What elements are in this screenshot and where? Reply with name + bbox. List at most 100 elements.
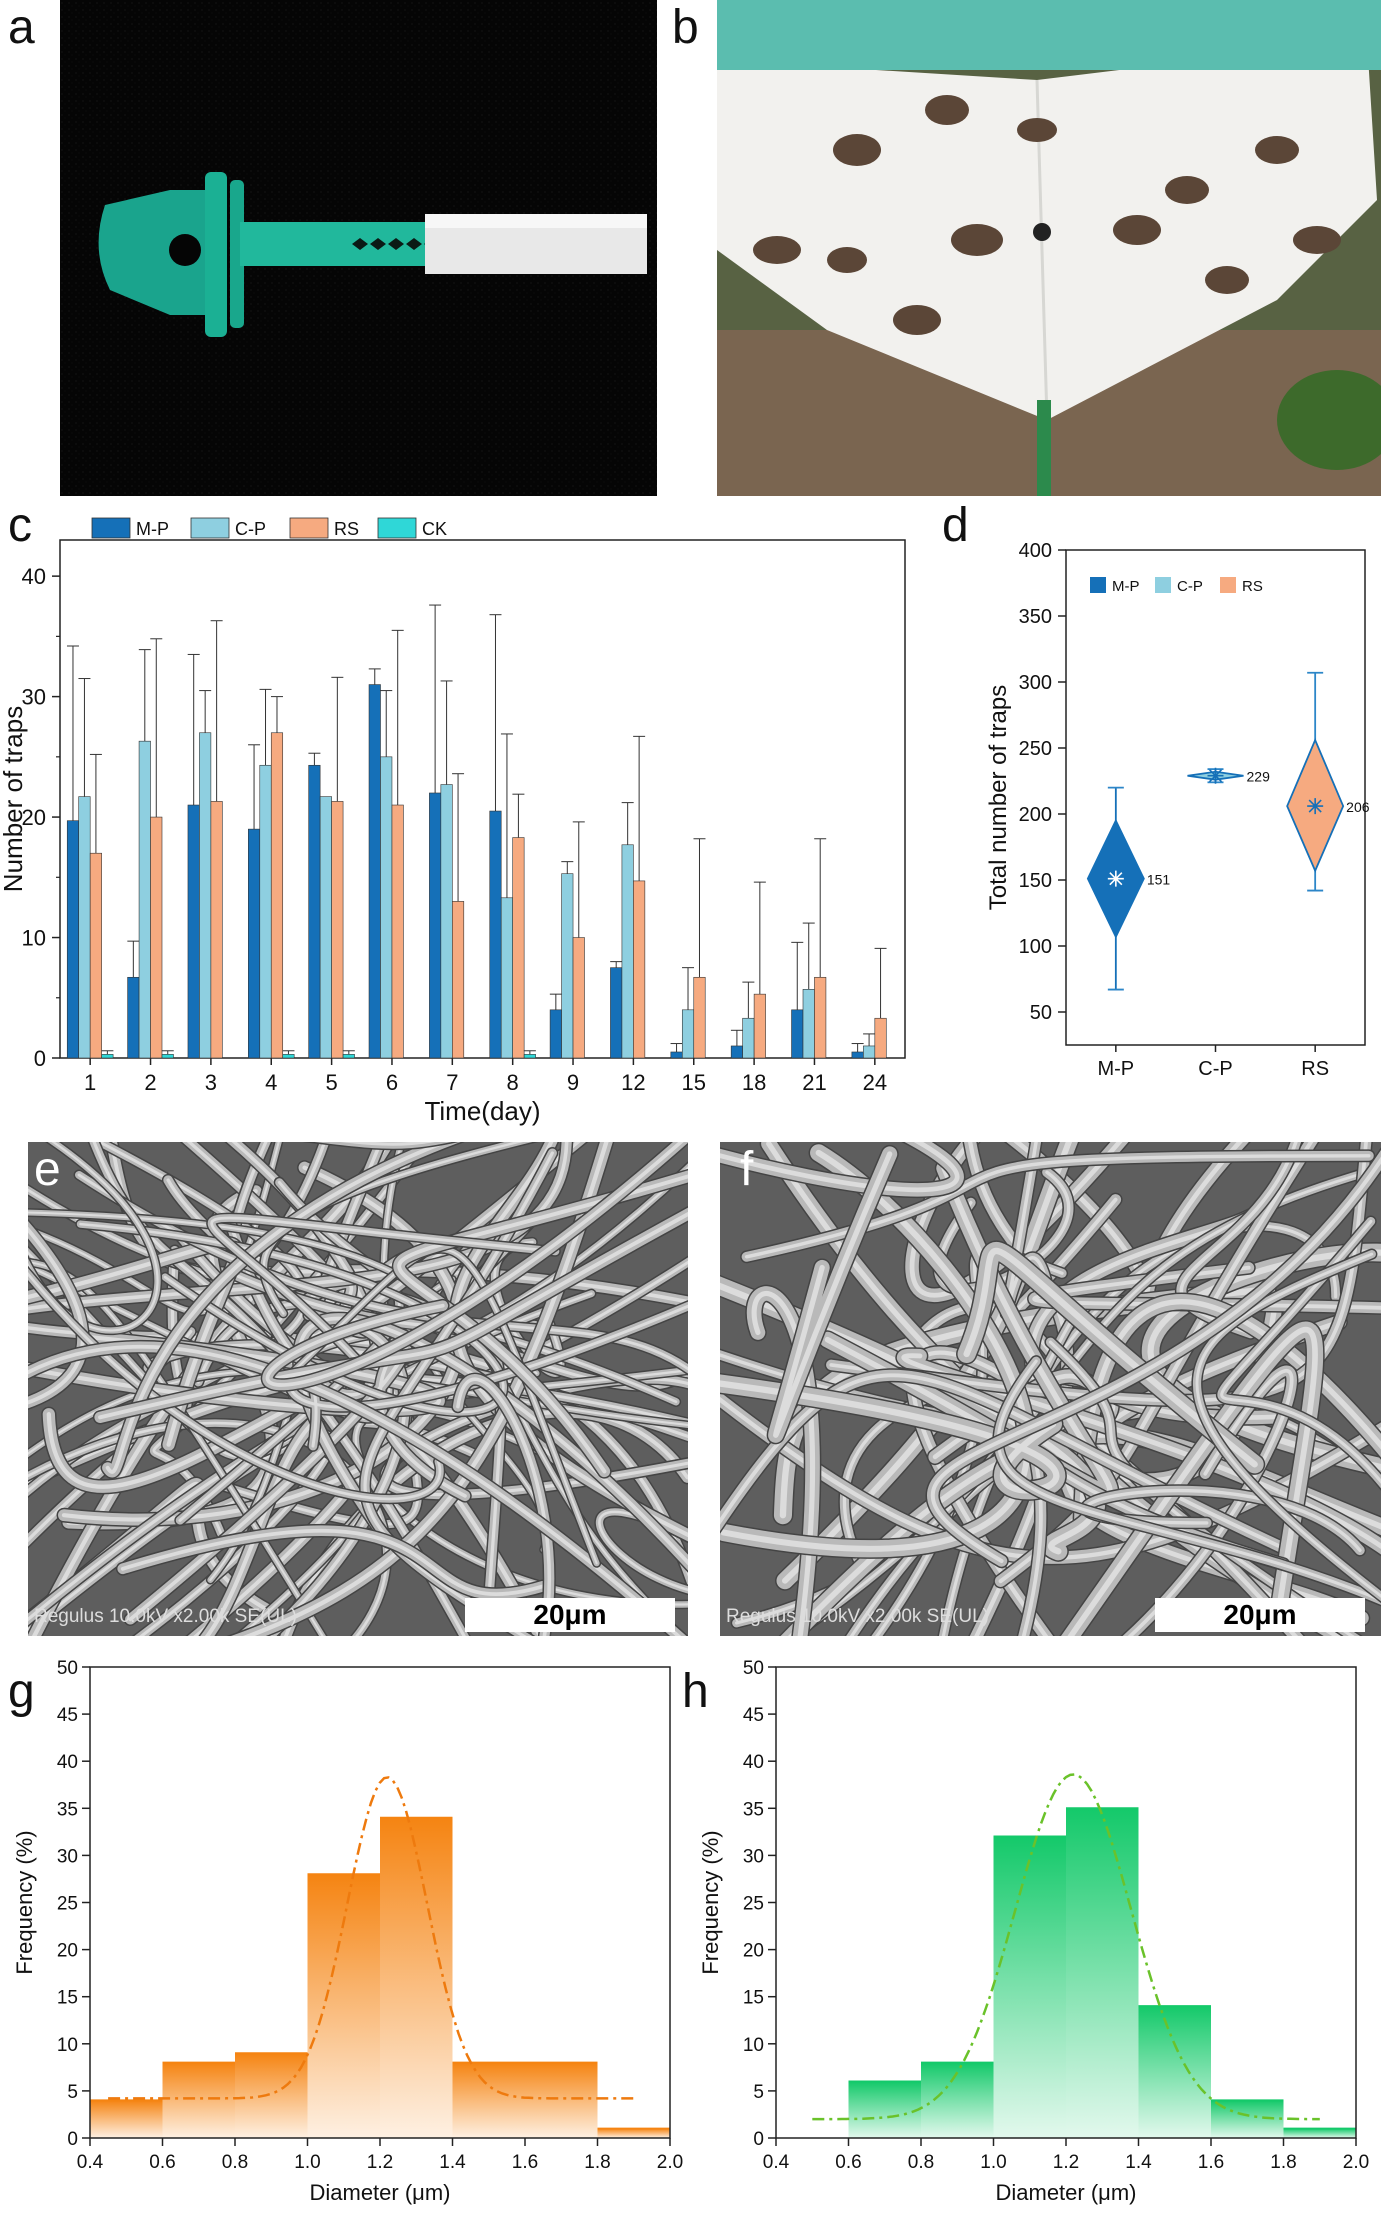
fiber-highlight bbox=[456, 1377, 551, 1636]
x-tick-label: C-P bbox=[1198, 1058, 1232, 1080]
chart-h-diameter-histogram: 0 5 10 15 20 25 30 35 40 45 50 0.4 0.6 0.8 1.0 1.2 1.4 1.… bbox=[698, 1658, 1369, 2205]
bar-c-p-21 bbox=[802, 989, 815, 1059]
legend-label-rs: RS bbox=[1242, 578, 1263, 595]
x-tick-label: 3 bbox=[205, 1070, 217, 1095]
bar-rs-6 bbox=[391, 804, 404, 1059]
histogram-bar-0 bbox=[848, 2081, 921, 2138]
bar-ck-5 bbox=[342, 1054, 355, 1059]
bar-rs-3 bbox=[210, 801, 223, 1059]
legend-swatch-rs bbox=[289, 517, 329, 539]
dispenser-illustration bbox=[60, 0, 657, 496]
y-tick-label: 45 bbox=[57, 1705, 78, 1726]
y-tick-label: 350 bbox=[1019, 606, 1052, 628]
scale-bar-f: 20μm bbox=[1155, 1598, 1365, 1632]
panel-label-a: a bbox=[8, 1, 35, 54]
fiber-highlight bbox=[1127, 1369, 1294, 1636]
bar-rs-21 bbox=[814, 976, 827, 1059]
legend-swatch-c-p bbox=[190, 517, 230, 539]
histogram-bar-4 bbox=[1138, 2006, 1211, 2138]
x-tick-label: 0.4 bbox=[77, 2152, 104, 2173]
bar-rs-1 bbox=[89, 852, 102, 1059]
fiber-highlight bbox=[339, 1142, 436, 1146]
fiber-highlight bbox=[242, 1142, 609, 1636]
y-tick-label: 100 bbox=[1019, 936, 1052, 958]
fiber-highlight bbox=[120, 1528, 545, 1597]
bar-c-p-3 bbox=[199, 732, 212, 1059]
legend-swatch-rs bbox=[1220, 577, 1236, 593]
histogram-bar-6 bbox=[1283, 2128, 1356, 2138]
legend-label-c-p: C-P bbox=[235, 519, 266, 539]
y-tick-label: 45 bbox=[743, 1705, 764, 1726]
panel-label-b: b bbox=[672, 1, 699, 54]
histogram-bar-7 bbox=[597, 2128, 670, 2138]
y-tick-label: 40 bbox=[22, 564, 46, 589]
bar-m-p-18 bbox=[730, 1045, 743, 1059]
bar-m-p-12 bbox=[610, 967, 623, 1059]
bar-m-p-9 bbox=[549, 1009, 562, 1059]
fiber-highlight bbox=[266, 1313, 407, 1636]
bar-rs-4 bbox=[270, 732, 284, 1059]
legend-label-rs: RS bbox=[334, 519, 359, 539]
bar-rs-24 bbox=[874, 1017, 887, 1059]
x-axis-label: Diameter (μm) bbox=[995, 2180, 1136, 2205]
fiber-highlight bbox=[105, 1142, 451, 1474]
fiber-highlight bbox=[210, 1216, 557, 1367]
x-tick-label: 0.6 bbox=[835, 2152, 861, 2173]
legend-swatch-m-p bbox=[1090, 577, 1106, 593]
y-tick-label: 35 bbox=[57, 1799, 78, 1820]
bar-c-p-6 bbox=[380, 756, 393, 1059]
y-tick-label: 20 bbox=[57, 1941, 78, 1962]
sem-fibers-e bbox=[28, 1142, 688, 1636]
x-tick-label: 24 bbox=[863, 1070, 887, 1095]
y-tick-label: 10 bbox=[22, 926, 46, 951]
bar-rs-18 bbox=[753, 993, 766, 1059]
fiber-highlight bbox=[930, 1156, 1381, 1564]
y-tick-label: 5 bbox=[753, 2082, 764, 2103]
bar-rs-9 bbox=[572, 937, 585, 1059]
fiber-highlight bbox=[265, 1142, 684, 1387]
bar-m-p-6 bbox=[368, 684, 381, 1059]
x-tick-label: 7 bbox=[446, 1070, 458, 1095]
x-tick-label: 1.8 bbox=[584, 2152, 610, 2173]
panel-label-f: f bbox=[740, 1143, 754, 1196]
histogram-bar-4 bbox=[380, 1817, 453, 2138]
mean-marker-rs bbox=[1307, 798, 1324, 815]
mean-label-rs: 206 bbox=[1346, 799, 1370, 815]
bar-rs-5 bbox=[331, 801, 344, 1059]
legend-label-c-p: C-P bbox=[1177, 578, 1203, 595]
bar-rs-8 bbox=[512, 837, 525, 1059]
x-tick-label: 4 bbox=[265, 1070, 277, 1095]
plot-frame bbox=[59, 539, 906, 1059]
panel-label-e: e bbox=[34, 1143, 61, 1196]
gaussian-fit-curve bbox=[812, 1773, 1320, 2121]
legend-swatch-c-p bbox=[1155, 577, 1171, 593]
y-tick-label: 300 bbox=[1019, 672, 1052, 694]
bar-c-p-5 bbox=[319, 796, 332, 1059]
bar-m-p-4 bbox=[248, 828, 261, 1059]
x-axis-label: Time(day) bbox=[424, 1096, 540, 1126]
bar-c-p-8 bbox=[500, 897, 513, 1059]
bar-c-p-7 bbox=[440, 784, 453, 1059]
fiber-highlight bbox=[1220, 1219, 1381, 1485]
y-tick-label: 50 bbox=[1030, 1002, 1052, 1024]
x-tick-label: 2.0 bbox=[1343, 2152, 1369, 2173]
y-tick-label: 10 bbox=[57, 2035, 78, 2056]
x-axis-label: Diameter (μm) bbox=[309, 2180, 450, 2205]
legend-label-m-p: M-P bbox=[1112, 578, 1140, 595]
fiber-highlight bbox=[397, 1174, 688, 1474]
legend-swatch-ck bbox=[377, 517, 417, 539]
mean-marker-c-p bbox=[1207, 767, 1224, 784]
mean-label-c-p: 229 bbox=[1247, 769, 1271, 785]
fiber-highlight bbox=[98, 1211, 688, 1420]
y-axis-label: Frequency (%) bbox=[698, 1830, 723, 1974]
x-tick-label: 12 bbox=[621, 1070, 645, 1095]
bar-rs-7 bbox=[452, 901, 465, 1059]
bar-rs-2 bbox=[150, 816, 163, 1059]
bar-m-p-2 bbox=[127, 976, 140, 1059]
y-tick-label: 40 bbox=[57, 1752, 78, 1773]
x-tick-label: 1 bbox=[84, 1070, 96, 1095]
y-tick-label: 35 bbox=[743, 1799, 764, 1820]
fiber-highlight bbox=[28, 1261, 324, 1636]
y-tick-label: 25 bbox=[743, 1894, 764, 1915]
